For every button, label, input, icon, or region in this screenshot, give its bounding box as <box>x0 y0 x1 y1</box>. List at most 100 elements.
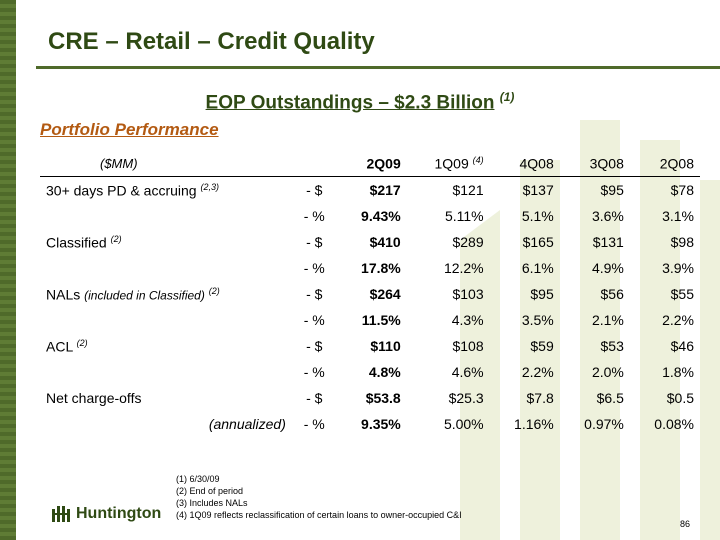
table-cell: $110 <box>370 338 401 354</box>
table-cell: 1.8% <box>662 364 694 380</box>
row-metric: - % <box>303 260 325 276</box>
slide-subtitle: EOP Outstandings – $2.3 Billion (1) <box>0 90 720 114</box>
table-cell: 17.8% <box>361 260 401 276</box>
table-row: - % 17.8% 12.2% 6.1% 4.9% 3.9% <box>40 255 700 281</box>
table-cell: 12.2% <box>443 260 484 276</box>
table-header-row: ($MM) 2Q09 1Q09 (4) 4Q08 3Q08 2Q08 <box>40 150 700 177</box>
table-cell: 3.5% <box>521 312 554 328</box>
table-cell: $25.3 <box>448 390 484 406</box>
table-cell: $55 <box>670 286 694 302</box>
table-cell: 2.2% <box>662 312 694 328</box>
row-label <box>40 255 292 281</box>
table-cell: $59 <box>530 338 554 354</box>
table-cell: $46 <box>670 338 694 354</box>
column-header: 1Q09 (4) <box>406 150 490 177</box>
logo-text: Huntington <box>76 505 162 522</box>
table-cell: $95 <box>530 286 554 302</box>
table-cell: $165 <box>522 234 554 250</box>
row-label <box>40 203 292 229</box>
table-row: - % 11.5% 4.3% 3.5% 2.1% 2.2% <box>40 307 700 333</box>
table-cell: $217 <box>369 182 401 198</box>
row-metric: - $ <box>306 286 323 302</box>
table-cell: 2.0% <box>591 364 624 380</box>
row-metric: - % <box>303 364 325 380</box>
page-number: 86 <box>680 519 691 529</box>
row-label: NALs (included in Classified) (2) <box>46 285 220 303</box>
table-cell: $264 <box>369 286 401 302</box>
table-cell: $95 <box>600 182 624 198</box>
table-cell: 0.08% <box>654 416 694 432</box>
table-row: - % 4.8% 4.6% 2.2% 2.0% 1.8% <box>40 359 700 385</box>
row-label: Classified (2) <box>46 233 122 251</box>
table-cell: $78 <box>670 182 694 198</box>
watermark-logo-icon <box>460 120 720 540</box>
row-label: 30+ days PD & accruing (2,3) <box>46 181 219 199</box>
table-cell: 4.6% <box>451 364 484 380</box>
row-metric: - $ <box>306 182 323 198</box>
table-cell: 3.9% <box>662 260 694 276</box>
table-cell: $6.5 <box>596 390 624 406</box>
table-cell: 9.43% <box>361 208 401 224</box>
table-cell: 1.16% <box>514 416 554 432</box>
footnote: (1) 6/30/09 <box>176 474 220 484</box>
table-cell: $53 <box>600 338 624 354</box>
unit-label: ($MM) <box>40 150 292 177</box>
portfolio-performance-table: ($MM) 2Q09 1Q09 (4) 4Q08 3Q08 2Q08 30+ d… <box>40 150 700 437</box>
table-cell: $289 <box>452 234 484 250</box>
table-cell: $108 <box>452 338 484 354</box>
row-label: ACL (2) <box>46 337 88 355</box>
footnote: (4) 1Q09 reflects reclassification of ce… <box>176 510 462 520</box>
table-cell: 11.5% <box>361 312 401 328</box>
table-cell: 5.11% <box>444 208 484 224</box>
table-cell: 9.35% <box>361 416 401 432</box>
huntington-logo-icon <box>52 506 70 522</box>
table-cell: 3.1% <box>662 208 694 224</box>
huntington-logo: Huntington <box>52 505 161 523</box>
table-cell: $137 <box>522 182 554 198</box>
subtitle-text: EOP Outstandings – $2.3 Billion <box>205 92 495 114</box>
row-metric: - % <box>303 208 325 224</box>
footnotes: (1) 6/30/09 (2) End of period (3) Includ… <box>176 473 462 521</box>
table-cell: $56 <box>600 286 624 302</box>
table-cell: 2.1% <box>591 312 624 328</box>
table-row: 30+ days PD & accruing (2,3) - $ $217 $121 $… <box>40 177 700 204</box>
metric-header <box>291 150 337 177</box>
column-header: 2Q09 <box>336 150 407 177</box>
table-cell: $410 <box>369 234 401 250</box>
row-metric: - $ <box>306 338 323 354</box>
title-divider <box>36 66 720 69</box>
row-label: (annualized) <box>208 416 286 432</box>
column-header: 4Q08 <box>489 150 560 177</box>
column-header: 3Q08 <box>559 150 630 177</box>
row-metric: - % <box>303 416 325 432</box>
table-cell: $131 <box>592 234 624 250</box>
table-cell: $103 <box>452 286 484 302</box>
row-label <box>40 359 292 385</box>
table-cell: 2.2% <box>521 364 554 380</box>
section-heading: Portfolio Performance <box>40 120 219 139</box>
table-cell: 4.3% <box>451 312 484 328</box>
row-metric: - $ <box>306 234 323 250</box>
table-cell: 3.6% <box>591 208 624 224</box>
table-cell: 4.8% <box>368 364 401 380</box>
table-cell: $121 <box>452 182 484 198</box>
table-cell: $0.5 <box>666 390 694 406</box>
table-row: NALs (included in Classified) (2) - $ $264… <box>40 281 700 307</box>
table-cell: 5.00% <box>443 416 484 432</box>
table-cell: 5.1% <box>521 208 554 224</box>
table-row: Net charge-offs - $ $53.8 $25.3 $7.8 $6.5 $0.5 <box>40 385 700 411</box>
row-metric: - $ <box>306 390 323 406</box>
subtitle-footnote-ref: (1) <box>499 90 515 104</box>
table-cell: 4.9% <box>591 260 624 276</box>
row-label <box>40 307 292 333</box>
slide-title: CRE – Retail – Credit Quality <box>48 28 375 55</box>
column-header: 2Q08 <box>629 150 700 177</box>
table-row: (annualized) - % 9.35% 5.00% 1.16% 0.97% 0.08% <box>40 411 700 437</box>
table-row: ACL (2) - $ $110 $108 $59 $53 $46 <box>40 333 700 359</box>
footnote: (3) Includes NALs <box>176 498 248 508</box>
table-cell: $53.8 <box>365 390 401 406</box>
row-label: Net charge-offs <box>46 390 142 406</box>
table-row: Classified (2) - $ $410 $289 $165 $131 $98 <box>40 229 700 255</box>
row-metric: - % <box>303 312 325 328</box>
table-cell: $7.8 <box>526 390 554 406</box>
